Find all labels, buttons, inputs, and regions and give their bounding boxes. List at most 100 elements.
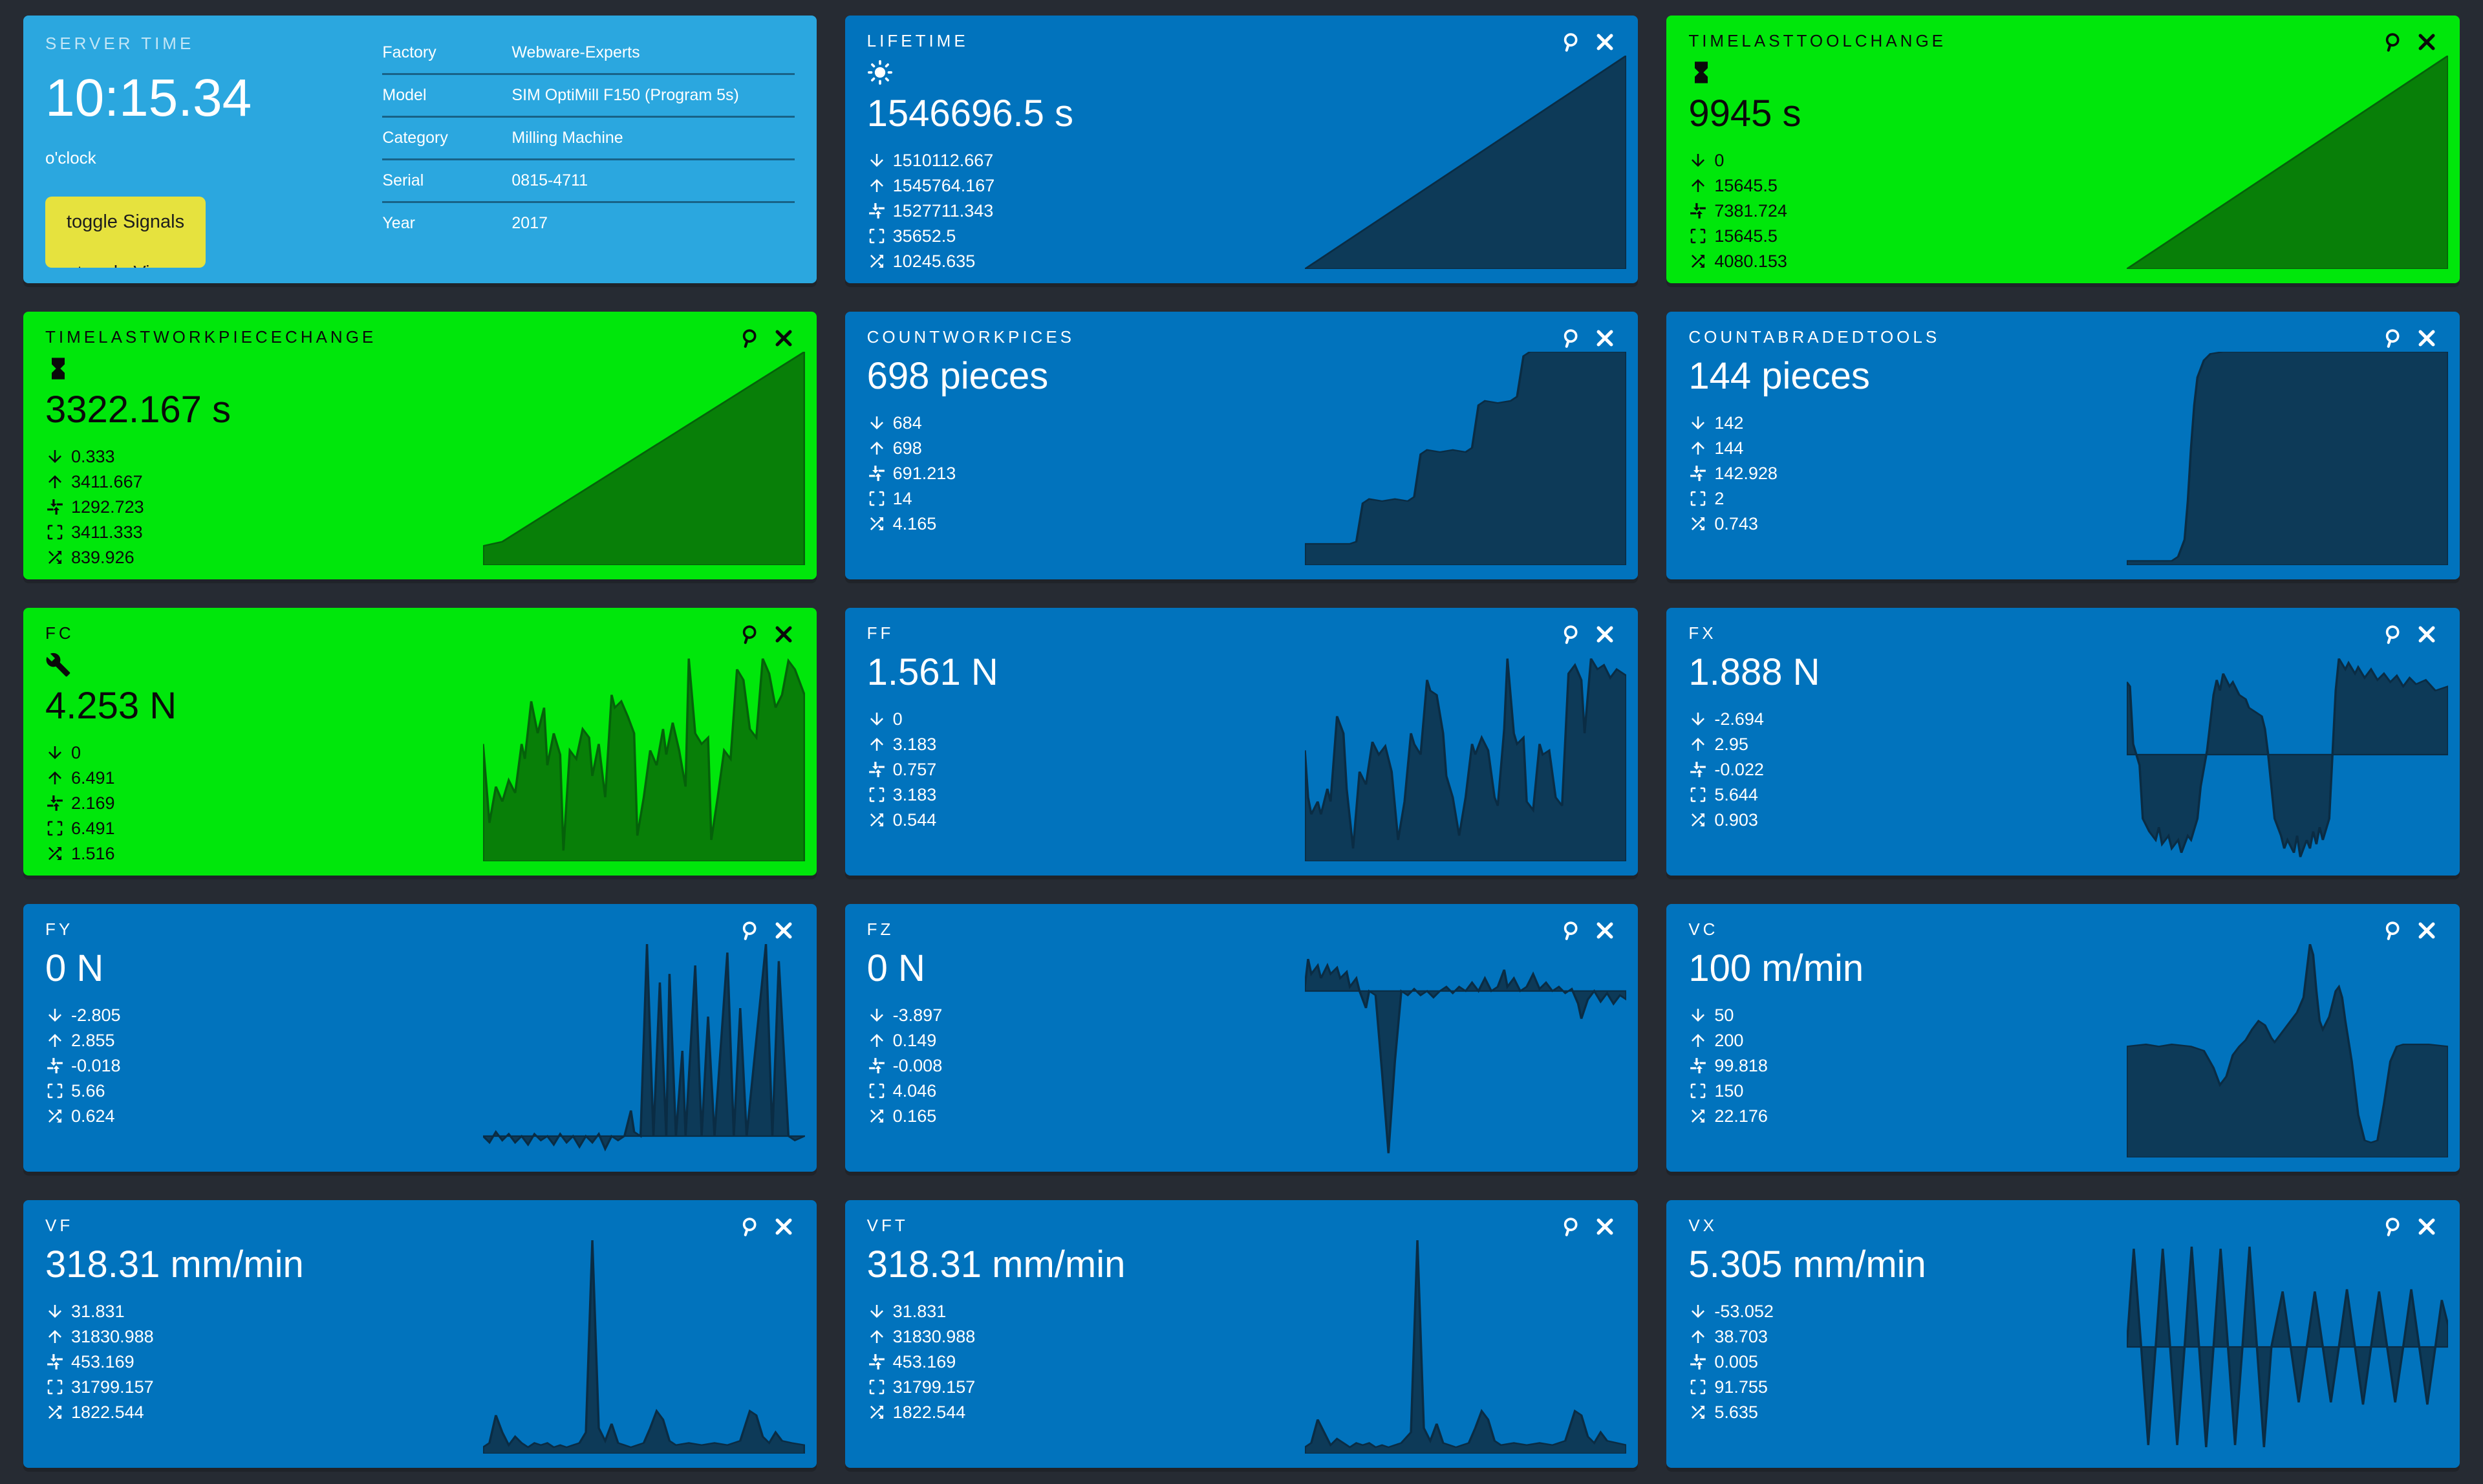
stat-value: 1.516	[71, 843, 115, 863]
stats-list: 142 144 142.928 2 0.743	[1688, 413, 2438, 533]
stat-avg: -0.022	[1688, 760, 2438, 779]
magnifier-icon[interactable]	[739, 919, 761, 941]
close-icon[interactable]	[1594, 1216, 1616, 1238]
arrow-down-icon	[45, 1302, 65, 1321]
close-icon[interactable]	[2416, 623, 2438, 645]
shuffle-icon	[867, 1403, 887, 1422]
tile-chart	[2126, 648, 2448, 861]
toggle-view-button[interactable]: toggle View	[45, 248, 206, 268]
tile-value: 144 pieces	[1688, 355, 1870, 397]
magnifier-icon[interactable]	[1560, 1216, 1582, 1238]
magnifier-icon[interactable]	[739, 1216, 761, 1238]
stat-std: 10245.635	[867, 252, 1617, 271]
stat-value: 91.755	[1714, 1377, 1768, 1397]
tile-actions	[1560, 327, 1616, 349]
crop-free-icon	[1688, 489, 1708, 508]
tile-title: FF	[866, 623, 894, 643]
stat-avg: -0.008	[867, 1056, 1617, 1075]
machine-info-table: Factory Webware-Experts Model SIM OptiMill…	[382, 32, 795, 244]
stat-value: 0.333	[71, 446, 115, 466]
close-icon[interactable]	[1594, 623, 1616, 645]
stat-value: 0	[892, 709, 903, 729]
close-icon[interactable]	[773, 1216, 795, 1238]
stat-avg: 142.928	[1688, 464, 2438, 483]
stat-value: 0.149	[892, 1030, 937, 1050]
magnifier-icon[interactable]	[739, 327, 761, 349]
stats-list: -53.052 38.703 0.005 91.755 5.635	[1688, 1302, 2438, 1422]
close-icon[interactable]	[773, 623, 795, 645]
tile-title: TIMELASTTOOLCHANGE	[1688, 31, 1947, 50]
compress-icon	[45, 497, 65, 517]
close-icon[interactable]	[2416, 327, 2438, 349]
crop-free-icon	[867, 785, 887, 804]
tile-actions	[739, 327, 795, 349]
magnifier-icon[interactable]	[739, 623, 761, 645]
stat-value: 4.165	[892, 513, 937, 533]
shuffle-icon	[45, 1106, 65, 1126]
stat-max: 3.183	[867, 735, 1617, 754]
stat-value: 0.903	[1714, 810, 1758, 830]
crop-free-icon	[867, 1081, 887, 1101]
arrow-down-icon	[45, 743, 65, 762]
stat-std: 0.165	[867, 1106, 1617, 1126]
stat-value: 200	[1714, 1030, 1744, 1050]
stat-value: 3.183	[892, 734, 937, 754]
close-icon[interactable]	[1594, 919, 1616, 941]
tile-fx: FX 1.888 N -2.694 2.95 -0.022 5.644 0.90…	[1666, 608, 2460, 876]
stat-min: 0	[867, 709, 1617, 729]
row-value: 2017	[511, 214, 548, 232]
table-row: Serial 0815-4711	[382, 160, 795, 203]
shuffle-icon	[45, 1403, 65, 1422]
tile-value: 0 N	[45, 947, 104, 989]
stats-list: 50 200 99.818 150 22.176	[1688, 1005, 2438, 1126]
close-icon[interactable]	[1594, 31, 1616, 53]
shuffle-icon	[867, 1106, 887, 1126]
magnifier-icon[interactable]	[1560, 623, 1582, 645]
tile-chart	[2126, 1240, 2448, 1454]
stat-value: 31830.988	[892, 1326, 976, 1346]
tile-chart	[2126, 352, 2448, 565]
tile-value: 5.305 mm/min	[1688, 1243, 1926, 1285]
stats-list: -3.897 0.149 -0.008 4.046 0.165	[867, 1005, 1617, 1126]
stat-value: 1822.544	[892, 1402, 966, 1422]
compress-icon	[867, 1352, 887, 1371]
magnifier-icon[interactable]	[2382, 1216, 2404, 1238]
arrow-up-icon	[45, 472, 65, 491]
tile-countabradedtools: COUNTABRADEDTOOLS 144 pieces 142 144 142…	[1666, 312, 2460, 579]
magnifier-icon[interactable]	[1560, 327, 1582, 349]
close-icon[interactable]	[2416, 1216, 2438, 1238]
tile-chart	[483, 352, 805, 565]
crop-free-icon	[867, 226, 887, 246]
compress-icon	[45, 793, 65, 813]
tile-title: VX	[1688, 1216, 1718, 1235]
stat-value: 35652.5	[892, 226, 956, 246]
tile-timelastworkpiecechange: TIMELASTWORKPIECECHANGE 3322.167 s 0.333…	[23, 312, 817, 579]
magnifier-icon[interactable]	[2382, 31, 2404, 53]
arrow-up-icon	[867, 735, 887, 754]
tile-chart	[1305, 1240, 1627, 1454]
magnifier-icon[interactable]	[1560, 919, 1582, 941]
stat-value: 5.644	[1714, 784, 1758, 804]
stat-min: 142	[1688, 413, 2438, 433]
stat-value: 38.703	[1714, 1326, 1768, 1346]
shuffle-icon	[1688, 1106, 1708, 1126]
stats-list: 31.831 31830.988 453.169 31799.157 1822.…	[867, 1302, 1617, 1422]
magnifier-icon[interactable]	[1560, 31, 1582, 53]
stats-list: 0 3.183 0.757 3.183 0.544	[867, 709, 1617, 830]
magnifier-icon[interactable]	[2382, 919, 2404, 941]
close-icon[interactable]	[1594, 327, 1616, 349]
stat-avg: 453.169	[867, 1352, 1617, 1371]
stats-list: 31.831 31830.988 453.169 31799.157 1822.…	[45, 1302, 795, 1422]
magnifier-icon[interactable]	[2382, 327, 2404, 349]
stat-range: 5.644	[1688, 785, 2438, 804]
stats-list: 684 698 691.213 14 4.165	[867, 413, 1617, 533]
tile-value: 1.888 N	[1688, 651, 1820, 693]
close-icon[interactable]	[2416, 919, 2438, 941]
stat-min: -53.052	[1688, 1302, 2438, 1321]
toggle-signals-button[interactable]: toggle Signals	[45, 197, 206, 248]
magnifier-icon[interactable]	[2382, 623, 2404, 645]
close-icon[interactable]	[773, 919, 795, 941]
tile-value: 0 N	[866, 947, 925, 989]
close-icon[interactable]	[773, 327, 795, 349]
close-icon[interactable]	[2416, 31, 2438, 53]
